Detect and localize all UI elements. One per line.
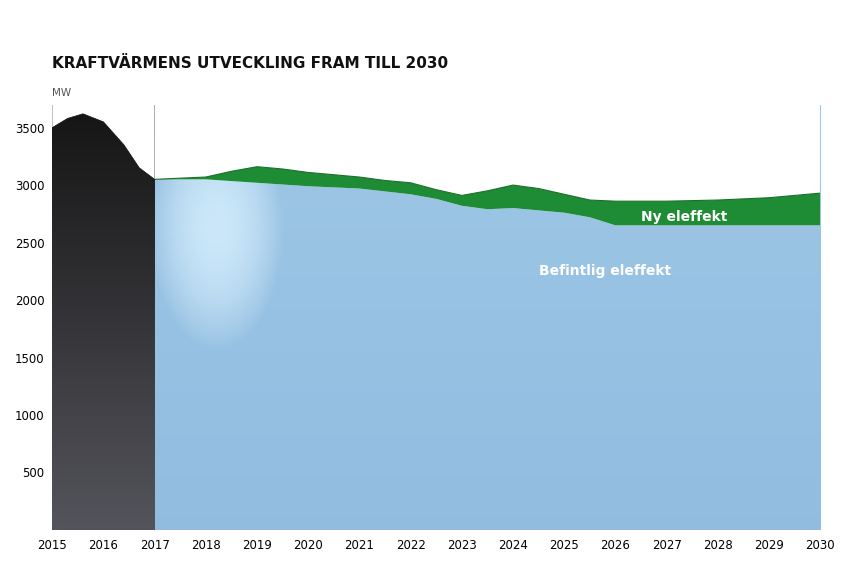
Text: Befintlig eleffekt: Befintlig eleffekt — [539, 264, 671, 278]
Text: KRAFTVÄRMENS UTVECKLING FRAM TILL 2030: KRAFTVÄRMENS UTVECKLING FRAM TILL 2030 — [52, 56, 449, 70]
Text: MW: MW — [52, 88, 71, 98]
Text: Ny eleffekt: Ny eleffekt — [641, 210, 728, 225]
